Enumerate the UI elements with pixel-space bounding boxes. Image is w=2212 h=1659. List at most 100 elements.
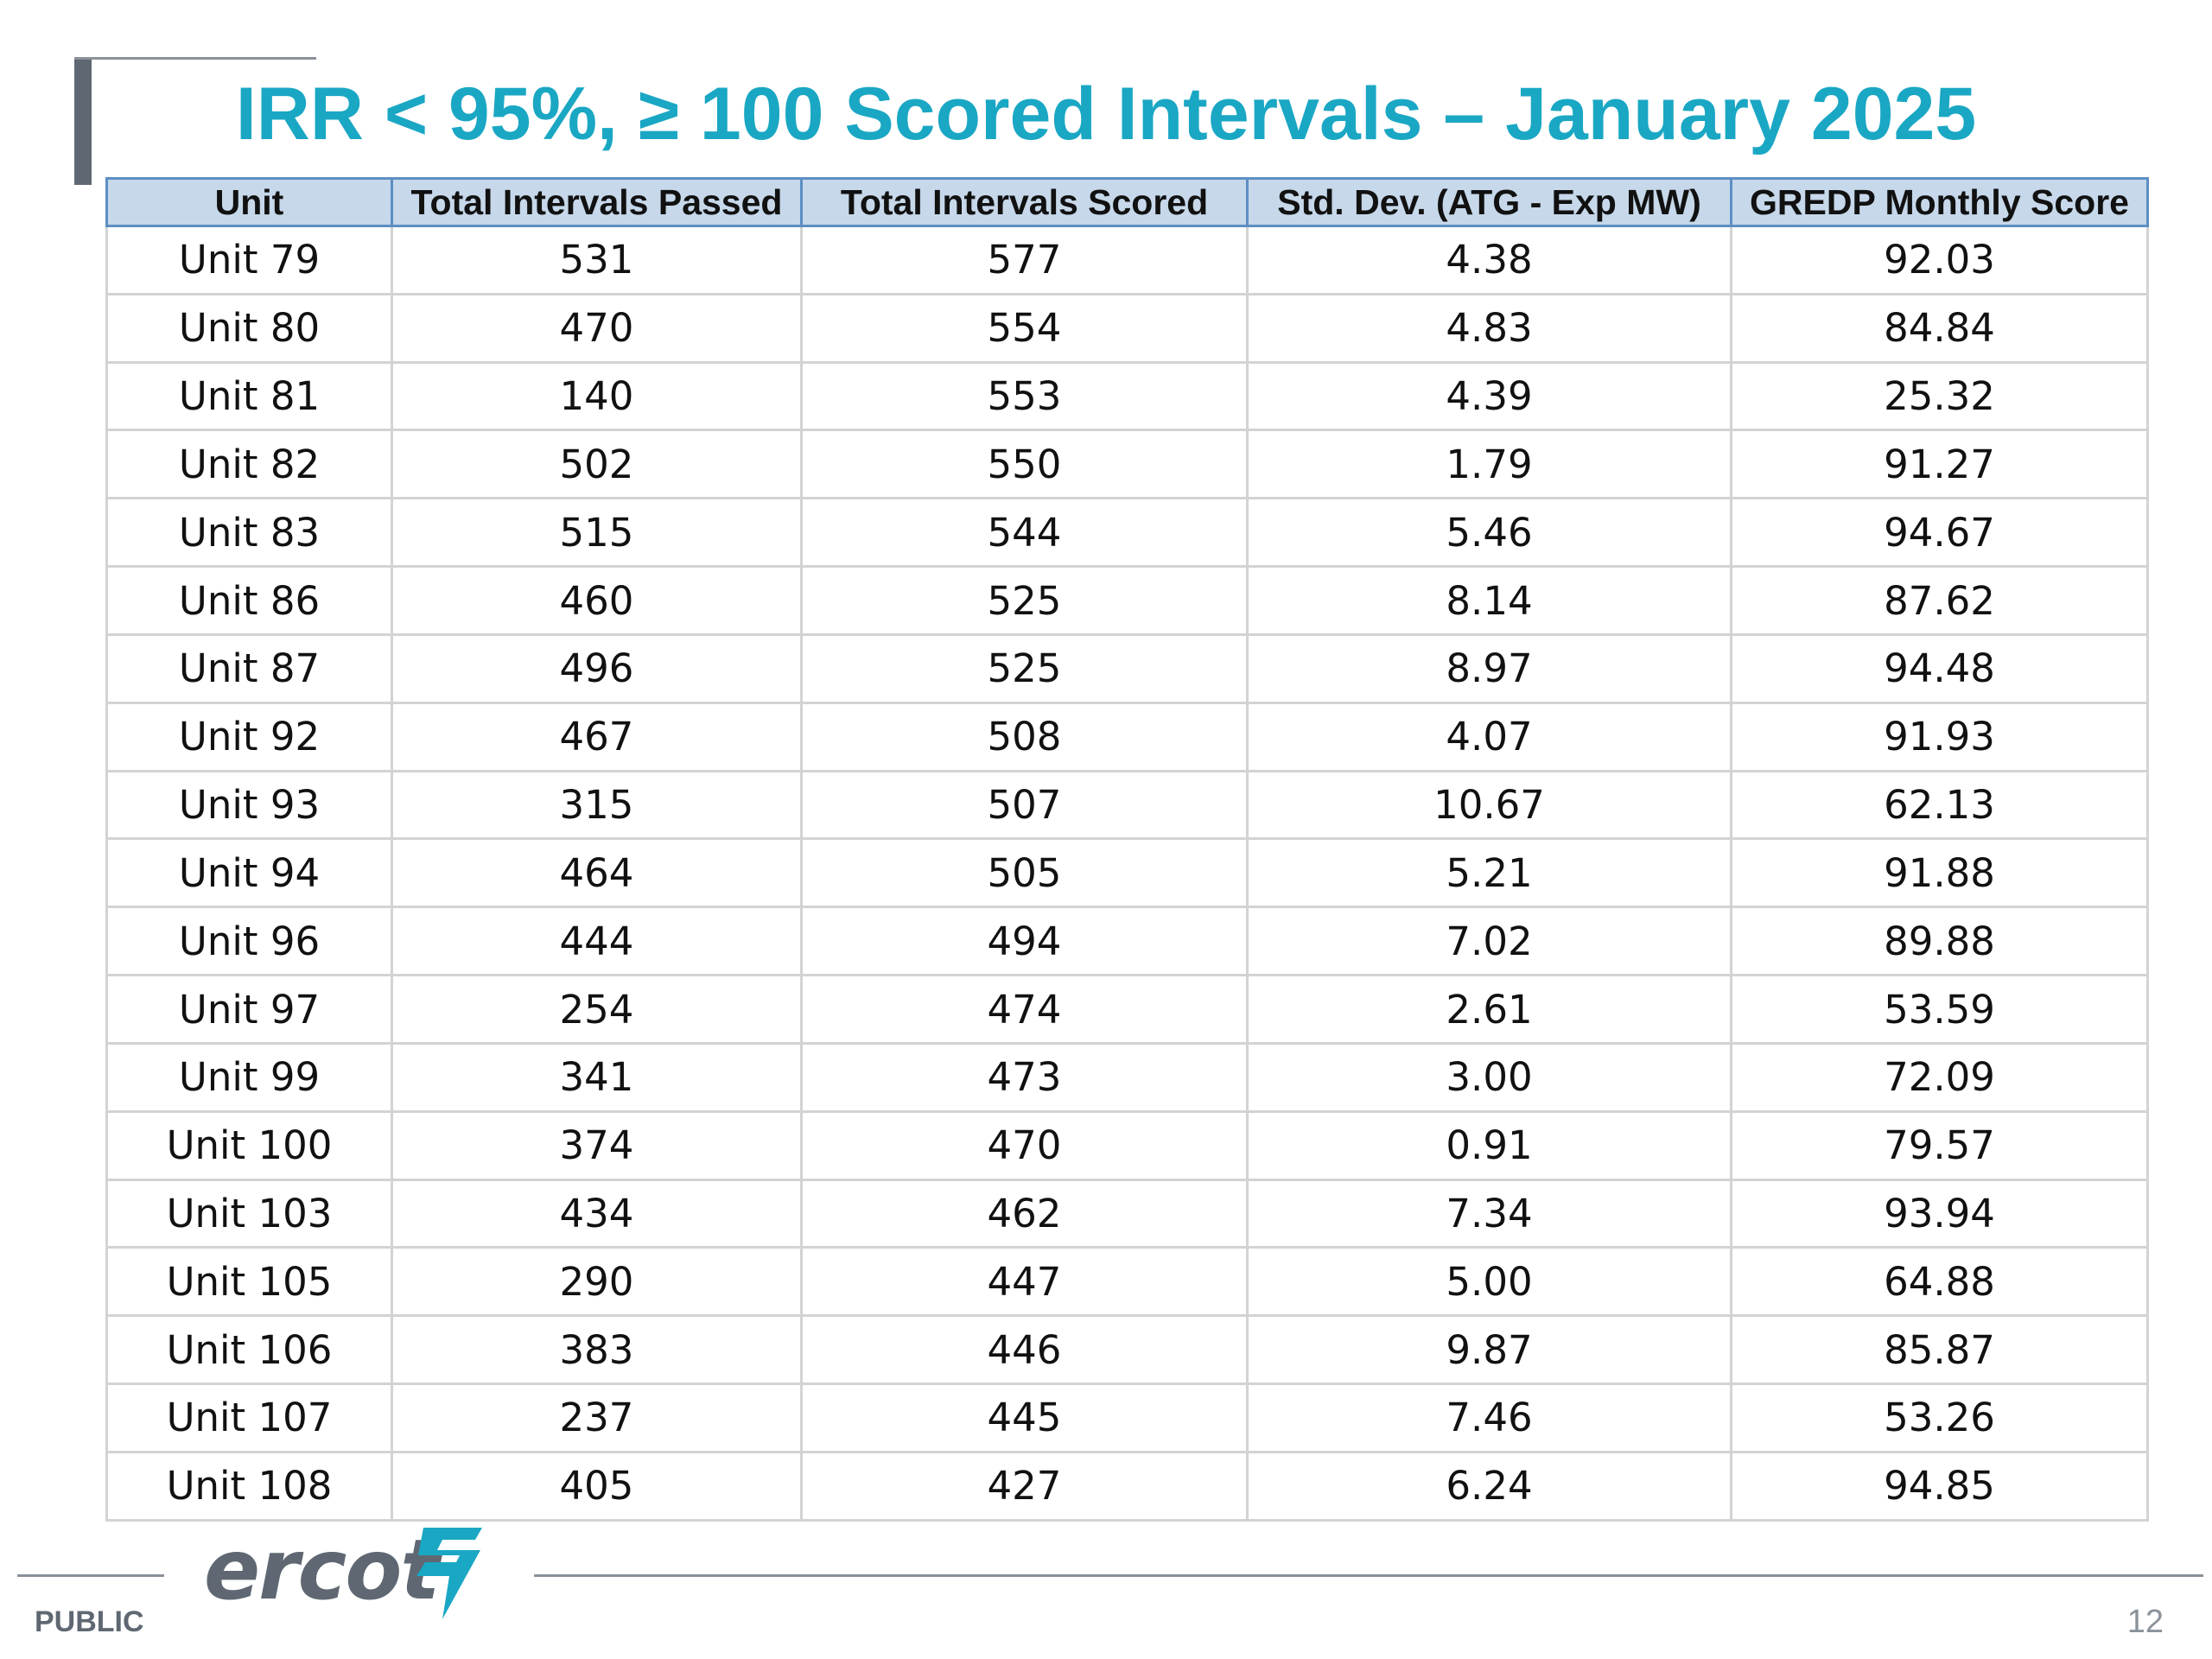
cell-intervals-passed: 470	[391, 292, 803, 364]
header-gredp-score: GREDP Monthly Score	[1730, 177, 2149, 227]
cell-unit: Unit 97	[105, 974, 393, 1045]
cell-gredp-score: 85.87	[1730, 1314, 2149, 1386]
cell-std-dev: 6.24	[1246, 1450, 1732, 1522]
table-row: Unit 82 502 550 1.79 91.27	[105, 429, 2149, 500]
cell-intervals-scored: 446	[800, 1314, 1249, 1386]
footer-divider-right	[534, 1574, 2203, 1577]
cell-unit: Unit 107	[105, 1382, 393, 1453]
table-body: Unit 79 531 577 4.38 92.03 Unit 80 470 554 4.83 8…	[105, 225, 2149, 1522]
cell-intervals-passed: 515	[391, 497, 803, 569]
cell-intervals-passed: 531	[391, 225, 803, 296]
table-row: Unit 107 237 445 7.46 53.26	[105, 1382, 2149, 1453]
page-number: 12	[2126, 1604, 2164, 1640]
cell-intervals-passed: 467	[391, 701, 803, 772]
cell-gredp-score: 72.09	[1730, 1041, 2149, 1113]
cell-unit: Unit 80	[105, 292, 393, 364]
cell-gredp-score: 94.67	[1730, 497, 2149, 569]
logo-wordmark: ercot	[204, 1522, 440, 1618]
table-row: Unit 86 460 525 8.14 87.62	[105, 565, 2149, 636]
cell-unit: Unit 92	[105, 701, 393, 772]
cell-std-dev: 5.46	[1246, 497, 1732, 569]
cell-intervals-scored: 525	[800, 565, 1249, 636]
slide-title: IRR < 95%, ≥ 100 Scored Intervals – Janu…	[235, 73, 1977, 156]
cell-intervals-passed: 502	[391, 429, 803, 500]
table-row: Unit 106 383 446 9.87 85.87	[105, 1314, 2149, 1386]
cell-gredp-score: 53.59	[1730, 974, 2149, 1045]
cell-intervals-scored: 508	[800, 701, 1249, 772]
cell-intervals-passed: 254	[391, 974, 803, 1045]
cell-intervals-passed: 237	[391, 1382, 803, 1453]
header-intervals-scored: Total Intervals Scored	[800, 177, 1249, 227]
cell-intervals-passed: 341	[391, 1041, 803, 1113]
ercot-logo: ercot	[204, 1522, 498, 1626]
corner-accent-vertical	[74, 57, 92, 185]
cell-unit: Unit 94	[105, 837, 393, 909]
cell-intervals-scored: 577	[800, 225, 1249, 296]
cell-gredp-score: 84.84	[1730, 292, 2149, 364]
cell-unit: Unit 100	[105, 1109, 393, 1181]
cell-std-dev: 2.61	[1246, 974, 1732, 1045]
cell-intervals-scored: 553	[800, 360, 1249, 432]
table-row: Unit 92 467 508 4.07 91.93	[105, 701, 2149, 772]
cell-intervals-scored: 427	[800, 1450, 1249, 1522]
cell-intervals-passed: 315	[391, 769, 803, 841]
cell-intervals-scored: 505	[800, 837, 1249, 909]
cell-gredp-score: 25.32	[1730, 360, 2149, 432]
table-row: Unit 96 444 494 7.02 89.88	[105, 906, 2149, 977]
cell-unit: Unit 81	[105, 360, 393, 432]
table-row: Unit 103 434 462 7.34 93.94	[105, 1178, 2149, 1249]
cell-std-dev: 4.38	[1246, 225, 1732, 296]
table-row: Unit 83 515 544 5.46 94.67	[105, 497, 2149, 569]
cell-std-dev: 4.39	[1246, 360, 1732, 432]
cell-std-dev: 8.97	[1246, 632, 1732, 704]
table-row: Unit 94 464 505 5.21 91.88	[105, 837, 2149, 909]
cell-gredp-score: 89.88	[1730, 906, 2149, 977]
header-intervals-passed: Total Intervals Passed	[391, 177, 803, 227]
cell-unit: Unit 83	[105, 497, 393, 569]
cell-std-dev: 4.83	[1246, 292, 1732, 364]
cell-intervals-passed: 383	[391, 1314, 803, 1386]
cell-unit: Unit 79	[105, 225, 393, 296]
cell-intervals-scored: 554	[800, 292, 1249, 364]
table-row: Unit 105 290 447 5.00 64.88	[105, 1246, 2149, 1318]
cell-intervals-passed: 460	[391, 565, 803, 636]
table-row: Unit 87 496 525 8.97 94.48	[105, 632, 2149, 704]
table-row: Unit 99 341 473 3.00 72.09	[105, 1041, 2149, 1113]
table-row: Unit 79 531 577 4.38 92.03	[105, 225, 2149, 296]
cell-intervals-passed: 444	[391, 906, 803, 977]
cell-gredp-score: 53.26	[1730, 1382, 2149, 1453]
cell-gredp-score: 91.93	[1730, 701, 2149, 772]
table-row: Unit 93 315 507 10.67 62.13	[105, 769, 2149, 841]
cell-intervals-scored: 494	[800, 906, 1249, 977]
cell-intervals-scored: 473	[800, 1041, 1249, 1113]
cell-intervals-scored: 445	[800, 1382, 1249, 1453]
table-row: Unit 97 254 474 2.61 53.59	[105, 974, 2149, 1045]
cell-intervals-scored: 447	[800, 1246, 1249, 1318]
cell-std-dev: 7.02	[1246, 906, 1732, 977]
cell-intervals-scored: 550	[800, 429, 1249, 500]
cell-intervals-passed: 405	[391, 1450, 803, 1522]
cell-intervals-passed: 374	[391, 1109, 803, 1181]
cell-unit: Unit 103	[105, 1178, 393, 1249]
cell-intervals-scored: 544	[800, 497, 1249, 569]
cell-unit: Unit 105	[105, 1246, 393, 1318]
cell-intervals-scored: 474	[800, 974, 1249, 1045]
cell-std-dev: 7.46	[1246, 1382, 1732, 1453]
cell-std-dev: 5.00	[1246, 1246, 1732, 1318]
cell-gredp-score: 93.94	[1730, 1178, 2149, 1249]
cell-std-dev: 4.07	[1246, 701, 1732, 772]
cell-std-dev: 0.91	[1246, 1109, 1732, 1181]
cell-intervals-passed: 290	[391, 1246, 803, 1318]
table-row: Unit 81 140 553 4.39 25.32	[105, 360, 2149, 432]
irr-table: Unit Total Intervals Passed Total Interv…	[105, 177, 2149, 1522]
cell-intervals-passed: 140	[391, 360, 803, 432]
table-row: Unit 80 470 554 4.83 84.84	[105, 292, 2149, 364]
cell-std-dev: 5.21	[1246, 837, 1732, 909]
cell-intervals-passed: 464	[391, 837, 803, 909]
header-unit: Unit	[105, 177, 393, 227]
cell-intervals-passed: 496	[391, 632, 803, 704]
cell-intervals-scored: 507	[800, 769, 1249, 841]
lightning-bolt-icon	[416, 1528, 482, 1619]
cell-std-dev: 10.67	[1246, 769, 1732, 841]
cell-intervals-scored: 462	[800, 1178, 1249, 1249]
